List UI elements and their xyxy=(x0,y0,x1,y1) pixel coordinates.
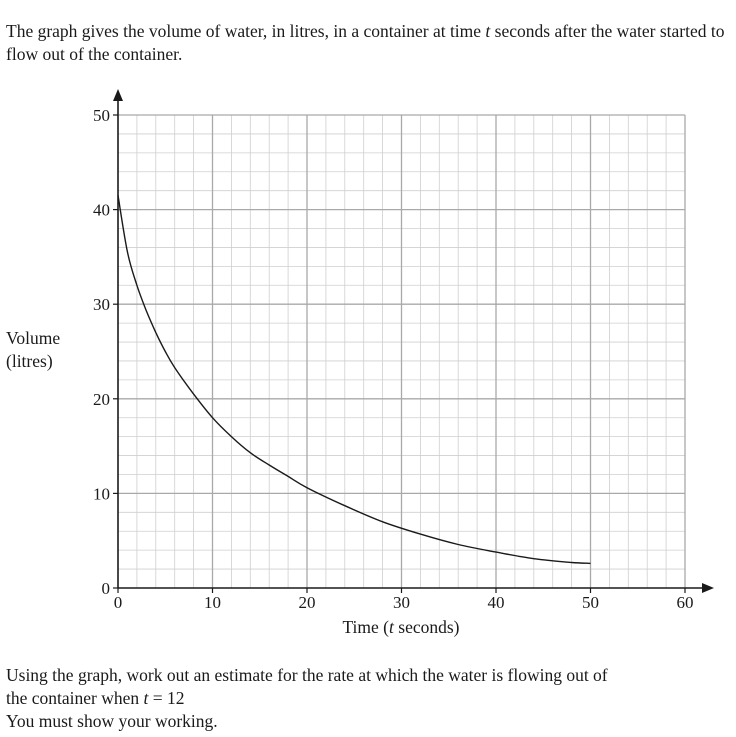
x-axis-title-var: t xyxy=(389,617,395,637)
curve-point xyxy=(212,417,213,418)
y-tick-label: 0 xyxy=(102,579,111,598)
curve-point xyxy=(193,393,194,394)
y-tick-label: 20 xyxy=(93,390,110,409)
x-axis-title-pre: Time ( xyxy=(342,617,389,637)
y-tick-label: 50 xyxy=(93,106,110,125)
x-tick-label: 10 xyxy=(204,593,221,612)
question-line1: Using the graph, work out an estimate fo… xyxy=(6,665,608,685)
curve-point xyxy=(495,551,496,552)
x-tick-label: 40 xyxy=(488,593,505,612)
curve-point xyxy=(269,464,270,465)
x-tick-label: 60 xyxy=(677,593,694,612)
curve-point xyxy=(174,367,175,368)
curve-point xyxy=(146,310,147,311)
curve-point xyxy=(458,544,459,545)
question-text: Using the graph, work out an estimate fo… xyxy=(6,664,726,733)
curve-point xyxy=(136,285,137,286)
x-tick-label: 0 xyxy=(114,593,123,612)
curve-point xyxy=(231,436,232,437)
curve-point xyxy=(117,195,118,196)
x-tick-label: 30 xyxy=(393,593,410,612)
axes xyxy=(113,89,714,593)
series-group xyxy=(117,195,591,565)
y-axis-title-line2: (litres) xyxy=(6,351,53,371)
question-line2: the container when t = 12 xyxy=(6,687,726,710)
y-axis-title-line1: Volume xyxy=(6,328,61,348)
y-tick-label: 10 xyxy=(93,484,110,503)
y-tick-label: 40 xyxy=(93,201,110,220)
question-line2-pre: the container when xyxy=(6,688,144,708)
intro-part2: seconds after the water started to flow … xyxy=(6,21,725,64)
major-grid xyxy=(118,114,686,588)
y-tick-label: 30 xyxy=(93,295,110,314)
x-tick-label: 50 xyxy=(582,593,599,612)
intro-text: The graph gives the volume of water, in … xyxy=(6,20,726,66)
x-tick-label: 20 xyxy=(299,593,316,612)
y-axis-arrow-icon xyxy=(113,89,123,101)
curve-point xyxy=(288,476,289,477)
intro-part1: The graph gives the volume of water, in … xyxy=(6,21,486,41)
x-axis-arrow-icon xyxy=(702,583,714,593)
curve-point xyxy=(420,533,421,534)
x-axis-title: Time (t seconds) xyxy=(342,617,459,637)
tick-labels: 0 10 20 30 40 50 60 0 10 20 30 40 50 xyxy=(93,106,694,612)
question-line2-post: = 12 xyxy=(148,688,185,708)
curve-point xyxy=(590,563,591,564)
curve-point xyxy=(306,487,307,488)
curve-point xyxy=(165,351,166,352)
question-variable-t: t xyxy=(143,688,149,708)
curve-point xyxy=(155,332,156,333)
curve-point xyxy=(533,558,534,559)
curve-point xyxy=(127,252,128,253)
curve-point xyxy=(250,452,251,453)
volume-curve-line xyxy=(117,195,591,565)
y-axis-title: Volume (litres) xyxy=(6,327,60,373)
x-axis-title-post: seconds) xyxy=(394,617,460,637)
question-line3: You must show your working. xyxy=(6,711,218,731)
curve-point xyxy=(382,521,383,522)
intro-variable-t: t xyxy=(485,21,491,41)
curve-point xyxy=(571,562,572,563)
curve-point xyxy=(344,505,345,506)
